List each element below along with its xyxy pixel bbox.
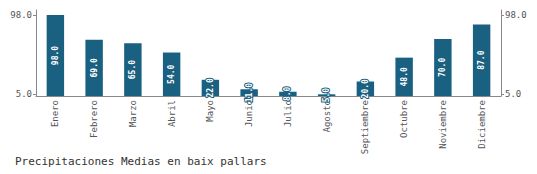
- svg-text:98.0: 98.0: [505, 10, 527, 20]
- svg-text:Febrero: Febrero: [89, 100, 99, 138]
- svg-text:65.0: 65.0: [128, 60, 137, 79]
- svg-text:11.0: 11.0: [245, 83, 254, 102]
- svg-text:Noviembre: Noviembre: [438, 100, 448, 149]
- svg-text:5.0: 5.0: [505, 89, 521, 99]
- svg-text:48.0: 48.0: [400, 67, 409, 86]
- svg-text:Precipitaciones Medias en baix: Precipitaciones Medias en baix pallars: [15, 155, 267, 168]
- svg-text:5.0: 5.0: [16, 89, 32, 99]
- svg-text:Octubre: Octubre: [399, 100, 409, 138]
- svg-text:20.0: 20.0: [361, 79, 370, 98]
- svg-text:54.0: 54.0: [167, 64, 176, 83]
- svg-text:Mayo: Mayo: [205, 100, 215, 122]
- svg-text:70.0: 70.0: [438, 58, 447, 77]
- svg-text:22.0: 22.0: [206, 78, 215, 97]
- svg-text:Diciembre: Diciembre: [477, 100, 487, 149]
- svg-text:69.0: 69.0: [90, 58, 99, 77]
- svg-text:Agosto: Agosto: [322, 100, 332, 133]
- svg-text:87.0: 87.0: [477, 50, 486, 69]
- svg-text:Septiembre: Septiembre: [360, 100, 370, 154]
- svg-text:98.0: 98.0: [10, 10, 32, 20]
- svg-text:Junio: Junio: [244, 100, 254, 127]
- svg-text:8.0: 8.0: [283, 86, 292, 101]
- svg-text:98.0: 98.0: [51, 46, 60, 65]
- svg-text:Marzo: Marzo: [128, 100, 138, 127]
- svg-text:Julio: Julio: [283, 100, 293, 127]
- svg-text:Enero: Enero: [50, 100, 60, 127]
- svg-text:Abril: Abril: [167, 100, 177, 127]
- svg-text:5.0: 5.0: [322, 88, 331, 103]
